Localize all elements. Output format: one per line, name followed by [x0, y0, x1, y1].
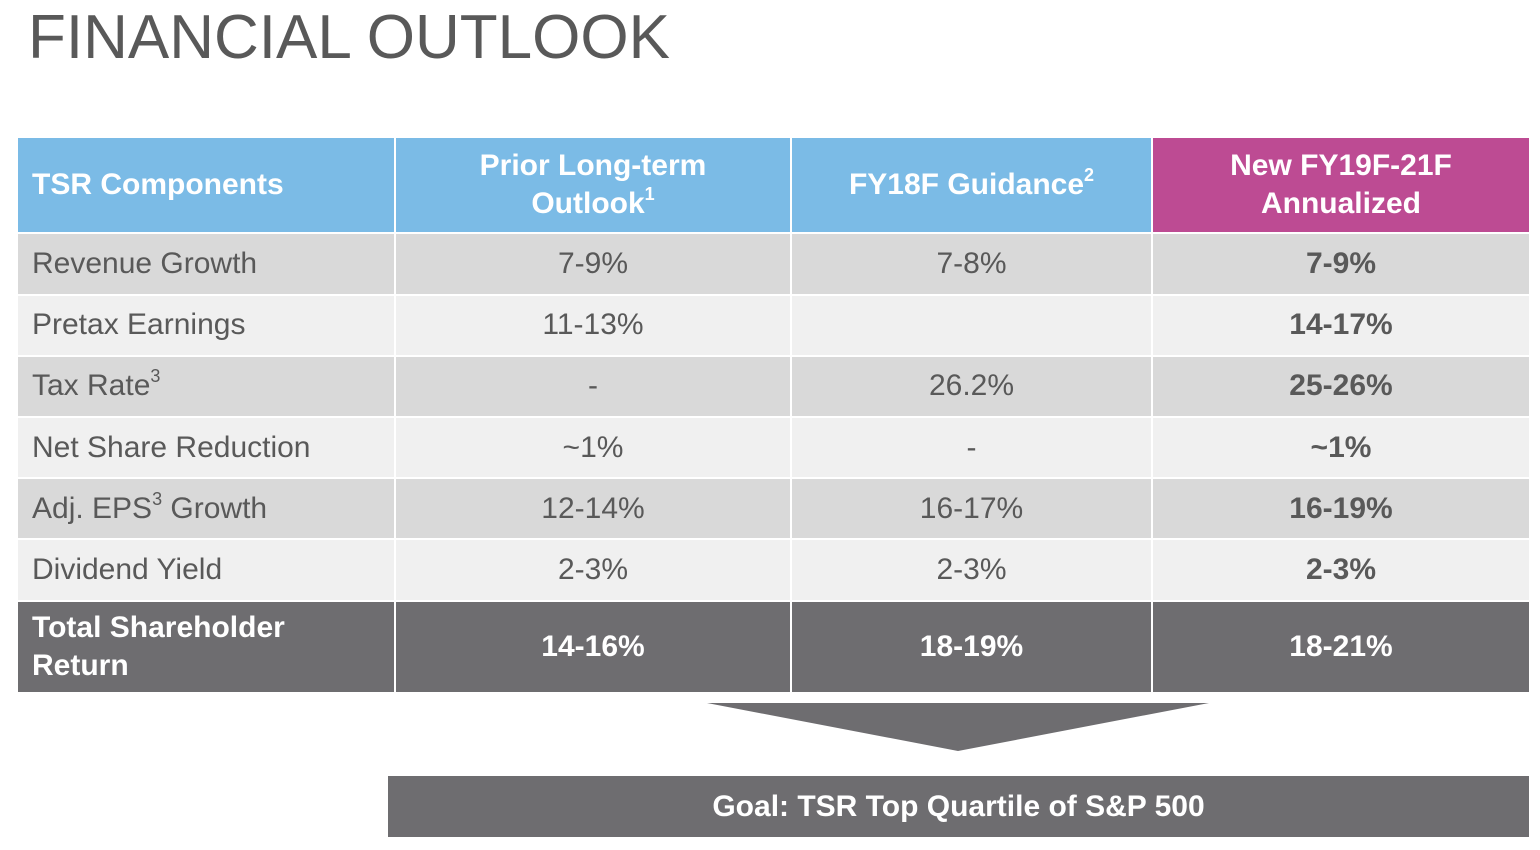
footnote-2-marker: 2: [1084, 165, 1095, 186]
cell-fy18: [790, 293, 1153, 357]
table-row: Net Share Reduction ~1% - ~1%: [16, 415, 1531, 480]
cell-fy18: 7-8%: [790, 232, 1153, 296]
cell-prior: 12-14%: [394, 477, 792, 541]
cell-new: ~1%: [1151, 415, 1531, 480]
table-row: Dividend Yield 2-3% 2-3% 2-3%: [16, 538, 1531, 602]
cell-fy18: -: [790, 415, 1153, 480]
header-tsr-components-label: TSR Components: [32, 168, 284, 202]
header-fy18-guidance: FY18F Guidance2: [790, 135, 1153, 235]
header-fy18-label: FY18F Guidance: [848, 168, 1085, 202]
goal-text: Goal: TSR Top Quartile of S&P 500: [712, 789, 1205, 823]
total-prior: 14-16%: [394, 599, 792, 695]
cell-fy18: 2-3%: [790, 538, 1153, 602]
header-new-line2: Annualized: [1260, 187, 1421, 221]
cell-prior: 11-13%: [394, 293, 792, 357]
row-label: Pretax Earnings: [16, 293, 396, 357]
cell-prior: 7-9%: [394, 232, 792, 296]
table-header-row: TSR Components Prior Long-term Outlook1 …: [16, 135, 1531, 235]
total-row: Total Shareholder Return 14-16% 18-19% 18…: [16, 599, 1531, 695]
cell-fy18: 26.2%: [790, 354, 1153, 419]
row-label: Net Share Reduction: [16, 415, 396, 480]
row-label: Revenue Growth: [16, 232, 396, 296]
cell-fy18: 16-17%: [790, 477, 1153, 541]
table-row: Tax Rate3 - 26.2% 25-26%: [16, 354, 1531, 419]
down-arrow-icon: [707, 703, 1209, 751]
footnote-1-marker: 1: [644, 184, 655, 205]
header-new-line1: New FY19F-21F: [1230, 149, 1452, 183]
row-label: Dividend Yield: [16, 538, 396, 602]
table-row: Adj. EPS3 Growth 12-14% 16-17% 16-19%: [16, 477, 1531, 541]
row-label: Adj. EPS3 Growth: [16, 477, 396, 541]
table-row: Revenue Growth 7-9% 7-8% 7-9%: [16, 232, 1531, 296]
total-new: 18-21%: [1151, 599, 1531, 695]
header-prior-line2: Outlook: [531, 187, 645, 221]
cell-prior: -: [394, 354, 792, 419]
cell-new: 7-9%: [1151, 232, 1531, 296]
cell-new: 25-26%: [1151, 354, 1531, 419]
header-new-annualized: New FY19F-21F Annualized: [1151, 135, 1531, 235]
total-fy18: 18-19%: [790, 599, 1153, 695]
header-prior-outlook: Prior Long-term Outlook1: [394, 135, 792, 235]
page-title: FINANCIAL OUTLOOK: [28, 3, 670, 72]
cell-new: 2-3%: [1151, 538, 1531, 602]
row-label: Tax Rate3: [16, 354, 396, 419]
cell-prior: ~1%: [394, 415, 792, 480]
cell-new: 14-17%: [1151, 293, 1531, 357]
tsr-outlook-table: TSR Components Prior Long-term Outlook1 …: [16, 135, 1531, 695]
total-label: Total Shareholder Return: [16, 599, 396, 695]
cell-prior: 2-3%: [394, 538, 792, 602]
header-prior-line1: Prior Long-term: [479, 149, 707, 183]
header-tsr-components: TSR Components: [16, 135, 396, 235]
cell-new: 16-19%: [1151, 477, 1531, 541]
table-row: Pretax Earnings 11-13% 14-17%: [16, 293, 1531, 357]
goal-banner: Goal: TSR Top Quartile of S&P 500: [388, 776, 1529, 837]
